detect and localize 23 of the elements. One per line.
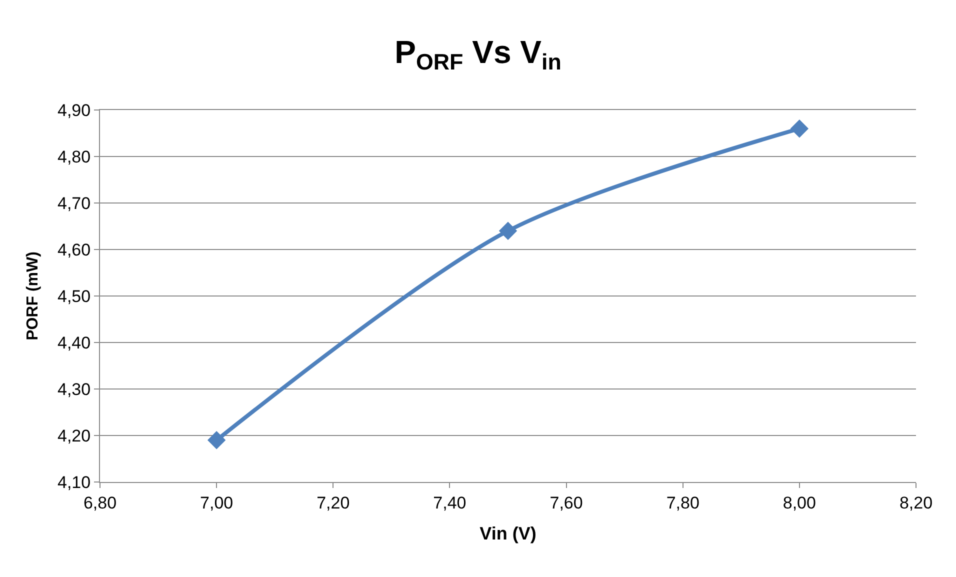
y-tick-label: 4,80 [58,147,91,166]
y-tick-label: 4,40 [58,333,91,352]
y-axis-title: PORF (mW) [24,252,42,340]
x-tick-label: 7,60 [550,493,583,512]
y-tick-label: 4,20 [58,426,91,446]
y-tick-label: 4,60 [58,240,91,260]
x-tick-label: 8,20 [899,493,933,512]
y-tick-label: 4,30 [58,380,91,399]
x-axis-title: Vin (V) [480,524,536,544]
chart-title: P$_{ORF}$ Vs V$_{in}$ [394,34,562,75]
x-tick-label: 7,20 [316,493,350,512]
point [498,222,518,240]
x-tick-label: 7,80 [666,493,700,512]
y-tick-label: 4,10 [58,472,91,492]
y-tick-label: 4,90 [58,100,91,120]
y-tick-label: 4,50 [58,286,91,306]
point [207,431,226,450]
x-tick-label: 7,40 [433,493,466,512]
x-tick-label: 8,00 [782,493,816,512]
x-tick-label: 6,80 [83,493,117,512]
x-tick-label: 7,00 [200,493,234,512]
point [790,120,809,138]
y-tick-label: 4,70 [58,194,91,213]
